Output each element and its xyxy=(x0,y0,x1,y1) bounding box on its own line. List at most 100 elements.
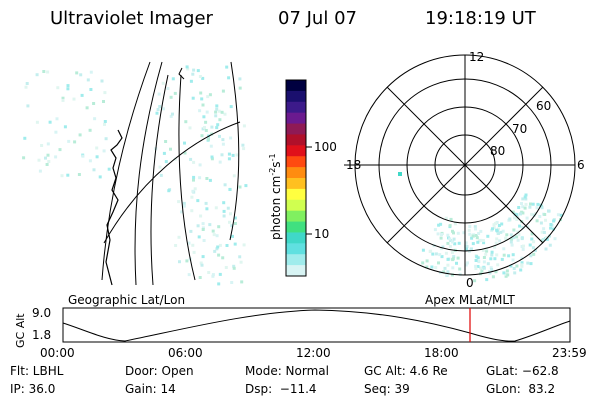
emission-dot xyxy=(440,255,444,259)
emission-dot xyxy=(482,260,486,264)
emission-dot xyxy=(182,204,186,208)
emission-dot xyxy=(221,89,225,93)
emission-dot xyxy=(441,245,445,249)
emission-dot xyxy=(221,138,225,142)
emission-dot xyxy=(77,173,81,176)
emission-dot xyxy=(530,212,534,216)
emission-dot xyxy=(398,172,402,176)
emission-dot xyxy=(158,105,162,108)
mlt-0-label: 0 xyxy=(466,276,474,290)
emission-dot xyxy=(75,71,79,75)
emission-dot xyxy=(532,252,536,256)
emission-dot xyxy=(502,247,506,251)
emission-dot xyxy=(155,111,159,115)
emission-dot xyxy=(434,252,438,256)
emission-dot xyxy=(522,244,525,248)
glon-info: GLon: 83.2 xyxy=(486,382,556,396)
emission-dot xyxy=(230,224,234,228)
emission-dot xyxy=(209,144,213,148)
emission-dot xyxy=(489,257,493,261)
emission-dot xyxy=(430,265,434,269)
emission-dot xyxy=(238,86,242,90)
emission-dot xyxy=(215,104,219,108)
emission-dot xyxy=(225,244,229,247)
emission-dot xyxy=(95,146,99,150)
emission-dot xyxy=(457,241,461,245)
emission-dot xyxy=(58,148,62,152)
emission-dot xyxy=(46,153,50,157)
instrument-title: Ultraviolet Imager xyxy=(50,8,213,29)
emission-dot xyxy=(217,225,221,229)
emission-dot xyxy=(204,129,208,132)
emission-dot xyxy=(56,86,60,90)
emission-dot xyxy=(88,159,92,163)
emission-dot xyxy=(215,126,219,130)
emission-dot xyxy=(520,237,524,241)
ip-info: IP: 36.0 xyxy=(10,382,56,396)
emission-dot xyxy=(182,201,186,205)
emission-dot xyxy=(66,87,70,91)
emission-dot xyxy=(180,210,183,214)
emission-dot xyxy=(464,263,468,267)
emission-dot xyxy=(218,272,222,276)
emission-dot xyxy=(437,261,440,265)
emission-dot xyxy=(539,221,543,225)
emission-dot xyxy=(545,237,549,241)
geo-emission-dots xyxy=(22,65,248,286)
emission-dot xyxy=(216,123,220,127)
emission-dot xyxy=(495,228,499,232)
emission-dot xyxy=(448,224,452,228)
colorbar-cell xyxy=(286,210,306,223)
emission-dot xyxy=(542,227,546,231)
emission-dot xyxy=(511,210,515,214)
emission-dot xyxy=(521,226,525,230)
door-info: Door: Open xyxy=(125,364,194,378)
mlt-6-label: 6 xyxy=(577,158,585,172)
emission-dot xyxy=(491,275,495,279)
lon-line-3 xyxy=(150,74,169,286)
emission-dot xyxy=(470,247,473,251)
emission-dot xyxy=(215,247,219,251)
emission-dot xyxy=(519,268,523,272)
emission-dot xyxy=(490,250,494,254)
emission-dot xyxy=(191,96,195,100)
emission-dot xyxy=(474,267,478,270)
emission-dot xyxy=(445,273,449,277)
emission-dot xyxy=(519,212,522,216)
emission-dot xyxy=(446,257,450,261)
emission-dot xyxy=(508,217,512,221)
emission-dot xyxy=(169,147,172,151)
emission-dot xyxy=(222,201,226,205)
emission-dot xyxy=(210,125,214,129)
emission-dot xyxy=(223,112,227,116)
emission-dot xyxy=(515,213,519,217)
emission-dot xyxy=(511,253,515,257)
emission-dot xyxy=(61,98,65,102)
emission-dot xyxy=(228,220,231,224)
emission-dot xyxy=(187,241,191,245)
emission-dot xyxy=(204,201,208,205)
emission-dot xyxy=(525,216,529,220)
emission-dot xyxy=(526,261,530,265)
emission-dot xyxy=(542,231,546,234)
emission-dot xyxy=(66,173,70,177)
emission-dot xyxy=(456,256,460,260)
emission-dot xyxy=(481,239,485,242)
emission-dot xyxy=(103,122,106,126)
emission-dot xyxy=(217,282,221,286)
emission-dot xyxy=(212,233,216,237)
lon-line-4 xyxy=(178,74,196,281)
emission-dot xyxy=(200,97,204,101)
emission-dot xyxy=(200,134,204,138)
emission-dot xyxy=(496,227,500,231)
emission-dot xyxy=(486,262,490,266)
emission-dot xyxy=(211,229,215,233)
emission-dot xyxy=(197,235,201,239)
dsp-info: Dsp: −11.4 xyxy=(245,382,317,396)
emission-dot xyxy=(201,76,205,80)
emission-dot xyxy=(518,224,522,228)
emission-dot xyxy=(451,240,455,244)
emission-dot xyxy=(496,263,500,267)
emission-dot xyxy=(495,221,499,224)
emission-dot xyxy=(244,184,248,188)
